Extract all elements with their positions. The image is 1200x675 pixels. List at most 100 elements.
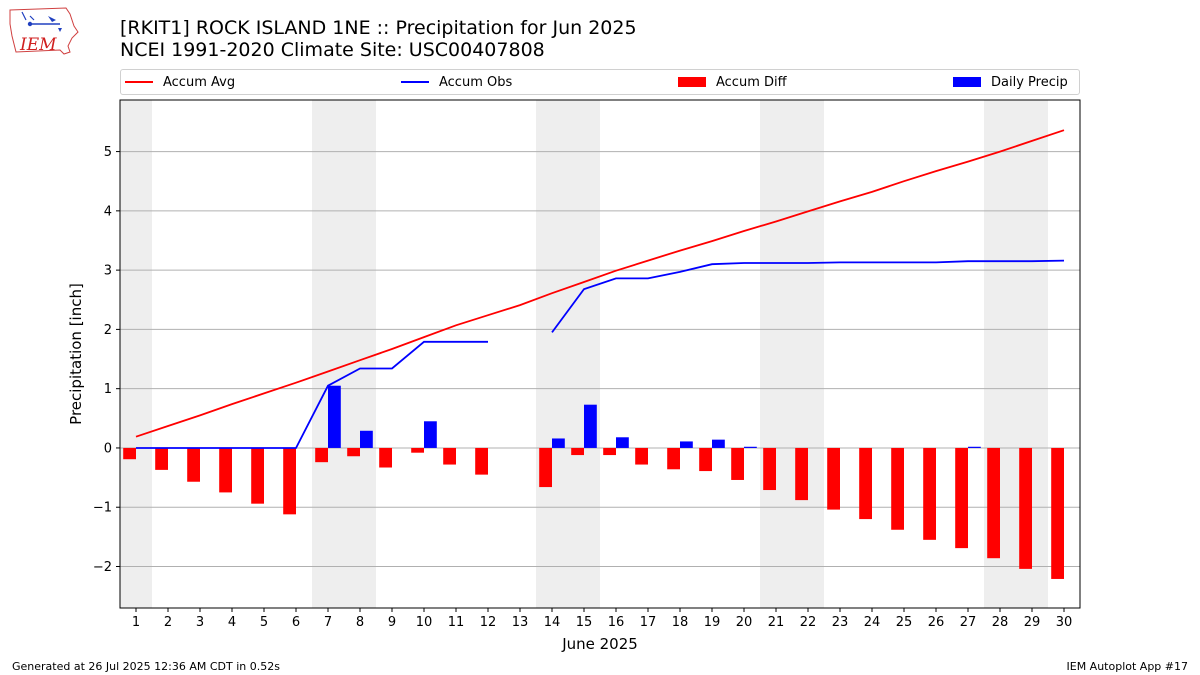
diff-bar <box>667 447 680 470</box>
y-tick-label: 0 <box>104 441 112 456</box>
weekend-shade <box>312 100 376 608</box>
diff-bar <box>795 447 808 501</box>
diff-bar <box>731 447 744 480</box>
x-tick-label: 27 <box>960 615 977 630</box>
daily-bar <box>712 439 725 448</box>
diff-bar <box>571 447 584 456</box>
x-tick-label: 14 <box>544 615 561 630</box>
x-tick-label: 30 <box>1056 615 1073 630</box>
accum-obs-line <box>136 340 488 449</box>
footer-app: IEM Autoplot App #17 <box>1066 660 1189 673</box>
diff-bar <box>123 447 136 460</box>
diff-bar <box>315 447 328 463</box>
legend-swatch <box>953 77 981 87</box>
diff-bar <box>603 447 616 456</box>
daily-bar <box>328 385 341 448</box>
y-tick-label: −1 <box>93 501 112 516</box>
diff-bar <box>635 447 648 465</box>
x-tick-label: 21 <box>768 615 785 630</box>
weekend-shade <box>120 100 152 608</box>
diff-bar <box>379 447 392 468</box>
legend-label: Accum Obs <box>439 74 513 90</box>
plot-frame <box>119 99 1081 609</box>
diff-bar <box>155 447 168 470</box>
legend-swatch <box>125 81 153 83</box>
daily-bar <box>744 446 757 448</box>
y-tick-label: 3 <box>104 264 112 279</box>
daily-bar <box>424 421 437 448</box>
x-tick-label: 13 <box>512 615 529 630</box>
x-tick-label: 5 <box>260 615 268 630</box>
diff-bar <box>443 447 456 465</box>
x-tick-label: 7 <box>324 615 332 630</box>
logo-text: IEM <box>19 35 57 55</box>
x-tick-label: 20 <box>736 615 753 630</box>
diff-bar <box>827 447 840 510</box>
legend-item-accum-diff: Accum Diff <box>678 70 787 94</box>
legend-item-accum-avg: Accum Avg <box>125 70 235 94</box>
diff-bar <box>1019 447 1032 569</box>
diff-bar <box>699 447 712 472</box>
x-tick-label: 10 <box>416 615 433 630</box>
weekend-shade <box>760 100 824 608</box>
y-tick-label: 4 <box>104 204 112 219</box>
x-tick-label: 6 <box>292 615 300 630</box>
x-tick-label: 18 <box>672 615 689 630</box>
legend-swatch <box>678 77 706 87</box>
footer-generated: Generated at 26 Jul 2025 12:36 AM CDT in… <box>12 660 280 673</box>
daily-bar <box>968 446 981 448</box>
daily-bar <box>616 437 629 448</box>
legend-label: Accum Avg <box>163 74 236 90</box>
diff-bar <box>475 447 488 475</box>
diff-bar <box>283 447 296 515</box>
diff-bar <box>251 447 264 504</box>
accum-avg-line <box>135 129 1065 438</box>
y-tick-label: 2 <box>104 323 112 338</box>
x-tick-label: 8 <box>356 615 364 630</box>
diff-bar <box>987 447 1000 559</box>
chart-subtitle: NCEI 1991-2020 Climate Site: USC00407808 <box>120 39 545 61</box>
x-tick-label: 23 <box>832 615 849 630</box>
x-tick-label: 9 <box>388 615 396 630</box>
x-tick-label: 4 <box>228 615 236 630</box>
legend-item-daily-precip: Daily Precip <box>953 70 1068 94</box>
diff-bar <box>859 447 872 520</box>
accum-obs-line <box>551 259 1065 333</box>
daily-bar <box>360 430 373 448</box>
x-tick-label: 15 <box>576 615 593 630</box>
x-tick-label: 22 <box>800 615 817 630</box>
diff-bar <box>763 447 776 491</box>
daily-bar <box>584 404 597 448</box>
y-tick-label: 5 <box>104 145 112 160</box>
x-tick-label: 2 <box>164 615 172 630</box>
y-axis-label: Precipitation [inch] <box>67 283 85 425</box>
legend-label: Daily Precip <box>991 74 1068 90</box>
weekend-shade <box>536 100 600 608</box>
diff-bar <box>411 447 424 453</box>
legend: Accum Avg Accum Obs Accum Diff Daily Pre… <box>120 69 1080 95</box>
diff-bar <box>955 447 968 549</box>
x-tick-label: 11 <box>448 615 465 630</box>
x-tick-label: 19 <box>704 615 721 630</box>
legend-swatch <box>401 81 429 83</box>
daily-bar <box>552 438 565 448</box>
x-tick-label: 24 <box>864 615 881 630</box>
legend-label: Accum Diff <box>716 74 787 90</box>
x-tick-label: 28 <box>992 615 1009 630</box>
x-tick-label: 16 <box>608 615 625 630</box>
y-tick-label: 1 <box>104 382 112 397</box>
x-tick-label: 17 <box>640 615 657 630</box>
chart-title: [RKIT1] ROCK ISLAND 1NE :: Precipitation… <box>120 17 637 39</box>
diff-bar <box>539 447 552 488</box>
diff-bar <box>923 447 936 540</box>
y-tick-label: −2 <box>93 560 112 575</box>
diff-bar <box>347 447 360 457</box>
x-tick-label: 1 <box>132 615 140 630</box>
x-tick-label: 29 <box>1024 615 1041 630</box>
legend-item-accum-obs: Accum Obs <box>401 70 512 94</box>
diff-bar <box>1051 447 1064 579</box>
x-axis-label: June 2025 <box>561 635 638 653</box>
x-tick-label: 12 <box>480 615 497 630</box>
x-tick-label: 26 <box>928 615 945 630</box>
